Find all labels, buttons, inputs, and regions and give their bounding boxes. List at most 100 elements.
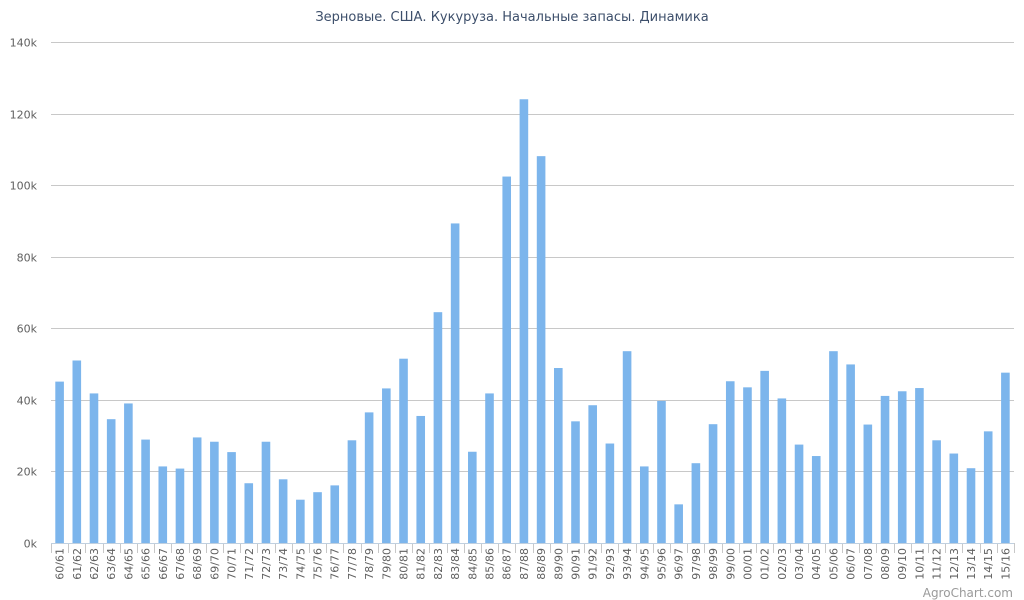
bar[interactable]: [519, 99, 529, 543]
bar[interactable]: [192, 437, 202, 543]
bar[interactable]: [175, 468, 185, 543]
bar[interactable]: [760, 370, 769, 543]
bar[interactable]: [158, 466, 168, 543]
x-tick-label: 10/11: [913, 548, 926, 580]
bar[interactable]: [794, 444, 804, 543]
x-tick-label: 79/80: [380, 548, 393, 580]
bar[interactable]: [725, 381, 735, 543]
bar[interactable]: [89, 393, 99, 543]
bar[interactable]: [639, 466, 649, 543]
x-tick-label: 60/61: [54, 548, 67, 580]
x-tick-label: 80/81: [398, 548, 411, 580]
bar[interactable]: [141, 439, 150, 543]
bar[interactable]: [382, 388, 391, 543]
bar[interactable]: [897, 391, 907, 543]
x-tick-label: 64/65: [122, 548, 135, 580]
bar[interactable]: [743, 387, 752, 543]
x-tick-label: 90/91: [569, 548, 582, 580]
bar[interactable]: [347, 440, 357, 543]
bar[interactable]: [811, 456, 821, 543]
x-tick-label: 94/95: [638, 548, 651, 580]
bar[interactable]: [433, 312, 443, 543]
x-tick-label: 84/85: [466, 548, 479, 580]
y-tick-label: 40k: [17, 395, 38, 408]
x-tick-label: 02/03: [776, 548, 789, 580]
credit-label[interactable]: AgroChart.com: [923, 586, 1013, 600]
bar[interactable]: [691, 463, 701, 543]
x-tick-label: 65/66: [140, 548, 153, 580]
x-tick-label: 77/78: [346, 548, 359, 580]
bar[interactable]: [55, 381, 64, 543]
bar[interactable]: [278, 479, 288, 543]
bar[interactable]: [399, 358, 408, 543]
x-tick-label: 92/93: [604, 548, 617, 580]
bar[interactable]: [777, 398, 787, 543]
x-tick-label: 06/07: [845, 548, 858, 580]
bar[interactable]: [571, 421, 580, 543]
x-tick-label: 82/83: [432, 548, 445, 580]
x-tick-label: 01/02: [759, 548, 772, 580]
y-tick-label: 60k: [17, 323, 38, 336]
x-tick-label: 62/63: [88, 548, 101, 580]
bar[interactable]: [605, 443, 615, 543]
bar[interactable]: [416, 415, 426, 543]
x-tick-label: 04/05: [810, 548, 823, 580]
x-tick-label: 73/74: [277, 548, 290, 580]
bar[interactable]: [829, 351, 838, 543]
bar[interactable]: [485, 393, 494, 543]
y-tick-label: 0k: [24, 538, 38, 551]
x-tick-label: 91/92: [587, 548, 600, 580]
bar[interactable]: [588, 405, 597, 543]
x-tick-label: 67/68: [174, 548, 187, 580]
x-tick-label: 96/97: [673, 548, 686, 580]
bar[interactable]: [863, 424, 873, 543]
bar[interactable]: [708, 424, 718, 543]
x-axis: 60/61 61/62 62/63 63/64 64/65 65/66 66/67 67/68…: [51, 543, 1015, 580]
bar[interactable]: [450, 223, 460, 543]
x-tick-label: 63/64: [105, 548, 118, 580]
bar[interactable]: [949, 453, 959, 543]
x-tick-label: 76/77: [329, 548, 342, 580]
bar[interactable]: [880, 395, 890, 543]
bar[interactable]: [72, 360, 82, 543]
bar[interactable]: [106, 419, 116, 543]
bar[interactable]: [261, 441, 271, 543]
bar[interactable]: [124, 403, 133, 543]
x-tick-label: 00/01: [741, 548, 754, 580]
bar[interactable]: [983, 431, 993, 543]
bar[interactable]: [244, 483, 254, 543]
bar[interactable]: [227, 452, 236, 543]
y-tick-label: 20k: [17, 466, 38, 479]
y-tick-label: 120k: [10, 109, 38, 122]
y-tick-label: 100k: [10, 180, 38, 193]
x-tick-label: 08/09: [879, 548, 892, 580]
bar[interactable]: [554, 368, 563, 543]
bar[interactable]: [313, 492, 322, 543]
x-tick-label: 78/79: [363, 548, 376, 580]
bar[interactable]: [966, 468, 976, 543]
x-tick-label: 11/12: [931, 548, 944, 580]
bar[interactable]: [364, 412, 374, 543]
x-tick-label: 68/69: [191, 548, 204, 580]
bar[interactable]: [296, 499, 305, 543]
x-tick-label: 74/75: [294, 548, 307, 580]
x-tick-label: 14/15: [982, 548, 995, 580]
x-tick-label: 86/87: [501, 548, 514, 580]
bar[interactable]: [536, 156, 546, 543]
bar[interactable]: [674, 504, 683, 543]
bar[interactable]: [210, 441, 219, 543]
bar[interactable]: [932, 440, 941, 543]
x-tick-label: 70/71: [226, 548, 239, 580]
bar[interactable]: [502, 176, 512, 544]
x-tick-label: 72/73: [260, 548, 273, 580]
x-tick-label: 89/90: [552, 548, 565, 580]
bar[interactable]: [657, 400, 666, 543]
bar[interactable]: [1001, 372, 1010, 543]
bar[interactable]: [915, 388, 924, 543]
bar[interactable]: [330, 485, 340, 543]
x-tick-label: 99/00: [724, 548, 737, 580]
bar[interactable]: [468, 451, 477, 543]
bar[interactable]: [622, 351, 632, 543]
y-tick-label: 80k: [17, 252, 38, 265]
bar[interactable]: [846, 364, 855, 543]
